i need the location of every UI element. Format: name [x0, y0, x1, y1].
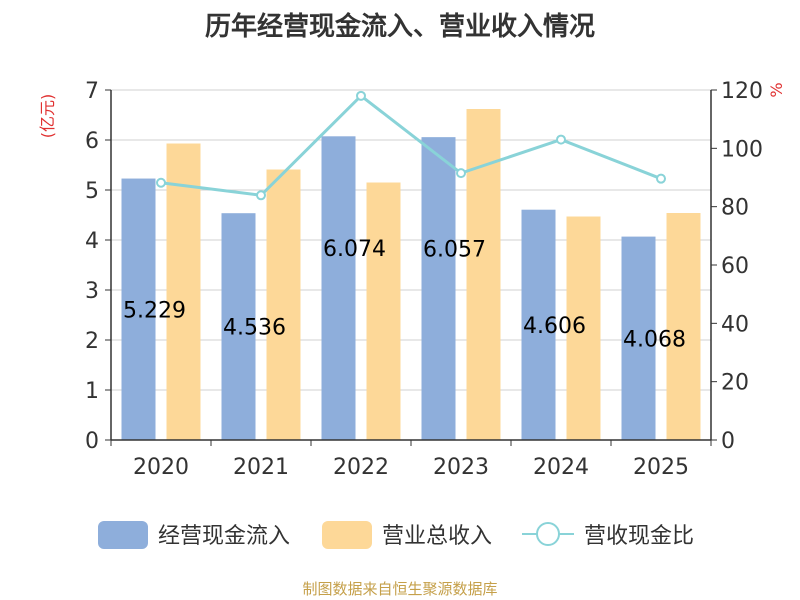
right-tick-label: 40: [721, 312, 749, 337]
grid-lines: [111, 89, 711, 391]
left-tick-label: 4: [85, 229, 99, 254]
data-label: 5.229: [123, 298, 186, 323]
source-note: 制图数据来自恒生聚源数据库: [302, 580, 498, 598]
data-label: 4.068: [623, 327, 686, 352]
bar-total-revenue: [566, 216, 601, 440]
ratio-point: [656, 173, 666, 184]
data-label: 6.057: [423, 238, 486, 263]
left-axis-unit: (亿元): [38, 94, 57, 139]
x-tick-label: 2024: [533, 455, 589, 480]
bar-cash-inflow: [321, 136, 356, 441]
x-tick-label: 2023: [433, 455, 489, 480]
right-tick-label: 60: [721, 254, 749, 279]
bar-cash-inflow: [421, 137, 456, 440]
right-tick-label: 120: [721, 79, 763, 104]
bar-cash-inflow: [521, 209, 556, 440]
bar-total-revenue: [366, 182, 401, 440]
ratio-line: [156, 90, 666, 201]
x-tick-label: 2020: [133, 455, 189, 480]
ratio-line-path: [160, 93, 662, 197]
legend-swatch-cash-inflow: [98, 521, 148, 549]
left-tick-label: 3: [85, 279, 99, 304]
bar-total-revenue: [666, 213, 701, 440]
right-tick-label: 80: [721, 196, 749, 221]
axes: 0 1 2 3 4 5 6 7 0 20 40 60 80 100 120 (亿元)% 2020 2021 2022…: [38, 79, 786, 480]
bar-total-revenue: [466, 109, 501, 440]
left-tick-label: 2: [85, 329, 99, 354]
right-tick-label: 20: [721, 371, 749, 396]
ratio-point: [256, 190, 266, 201]
data-label: 4.606: [523, 314, 586, 339]
left-tick-label: 7: [85, 79, 99, 104]
legend-marker-ratio: [536, 522, 560, 546]
legend-label-cash-inflow: 经营现金流入: [158, 524, 290, 549]
bar-cash-inflow: [121, 178, 156, 441]
right-axis-unit: %: [767, 82, 786, 97]
bar-total-revenue: [266, 169, 301, 440]
x-tick-label: 2025: [633, 455, 689, 480]
chart-title: 历年经营现金流入、营业收入情况: [204, 12, 595, 42]
bars: [121, 109, 701, 441]
bar-total-revenue: [166, 143, 201, 440]
legend-label-total-revenue: 营业总收入: [382, 524, 492, 549]
ratio-point: [156, 177, 166, 188]
bar-cash-inflow: [221, 213, 256, 440]
left-tick-label: 5: [85, 179, 99, 204]
ratio-point: [356, 90, 366, 101]
data-labels: 5.229 4.536 6.074 6.057 4.606 4.068: [123, 237, 686, 352]
data-label: 4.536: [223, 316, 286, 341]
ratio-point: [456, 168, 466, 179]
left-tick-label: 6: [85, 129, 99, 154]
x-tick-label: 2022: [333, 455, 389, 480]
left-tick-label: 1: [85, 379, 99, 404]
left-tick-label: 0: [85, 429, 99, 454]
right-tick-label: 100: [721, 137, 763, 162]
x-tick-label: 2021: [233, 455, 289, 480]
bar-cash-inflow: [621, 236, 656, 440]
legend-label-ratio: 营收现金比: [584, 524, 694, 549]
data-label: 6.074: [323, 237, 386, 262]
legend: 经营现金流入 营业总收入 营收现金比: [98, 521, 694, 549]
right-tick-label: 0: [721, 429, 735, 454]
ratio-point: [556, 134, 566, 145]
legend-swatch-total-revenue: [322, 521, 372, 549]
